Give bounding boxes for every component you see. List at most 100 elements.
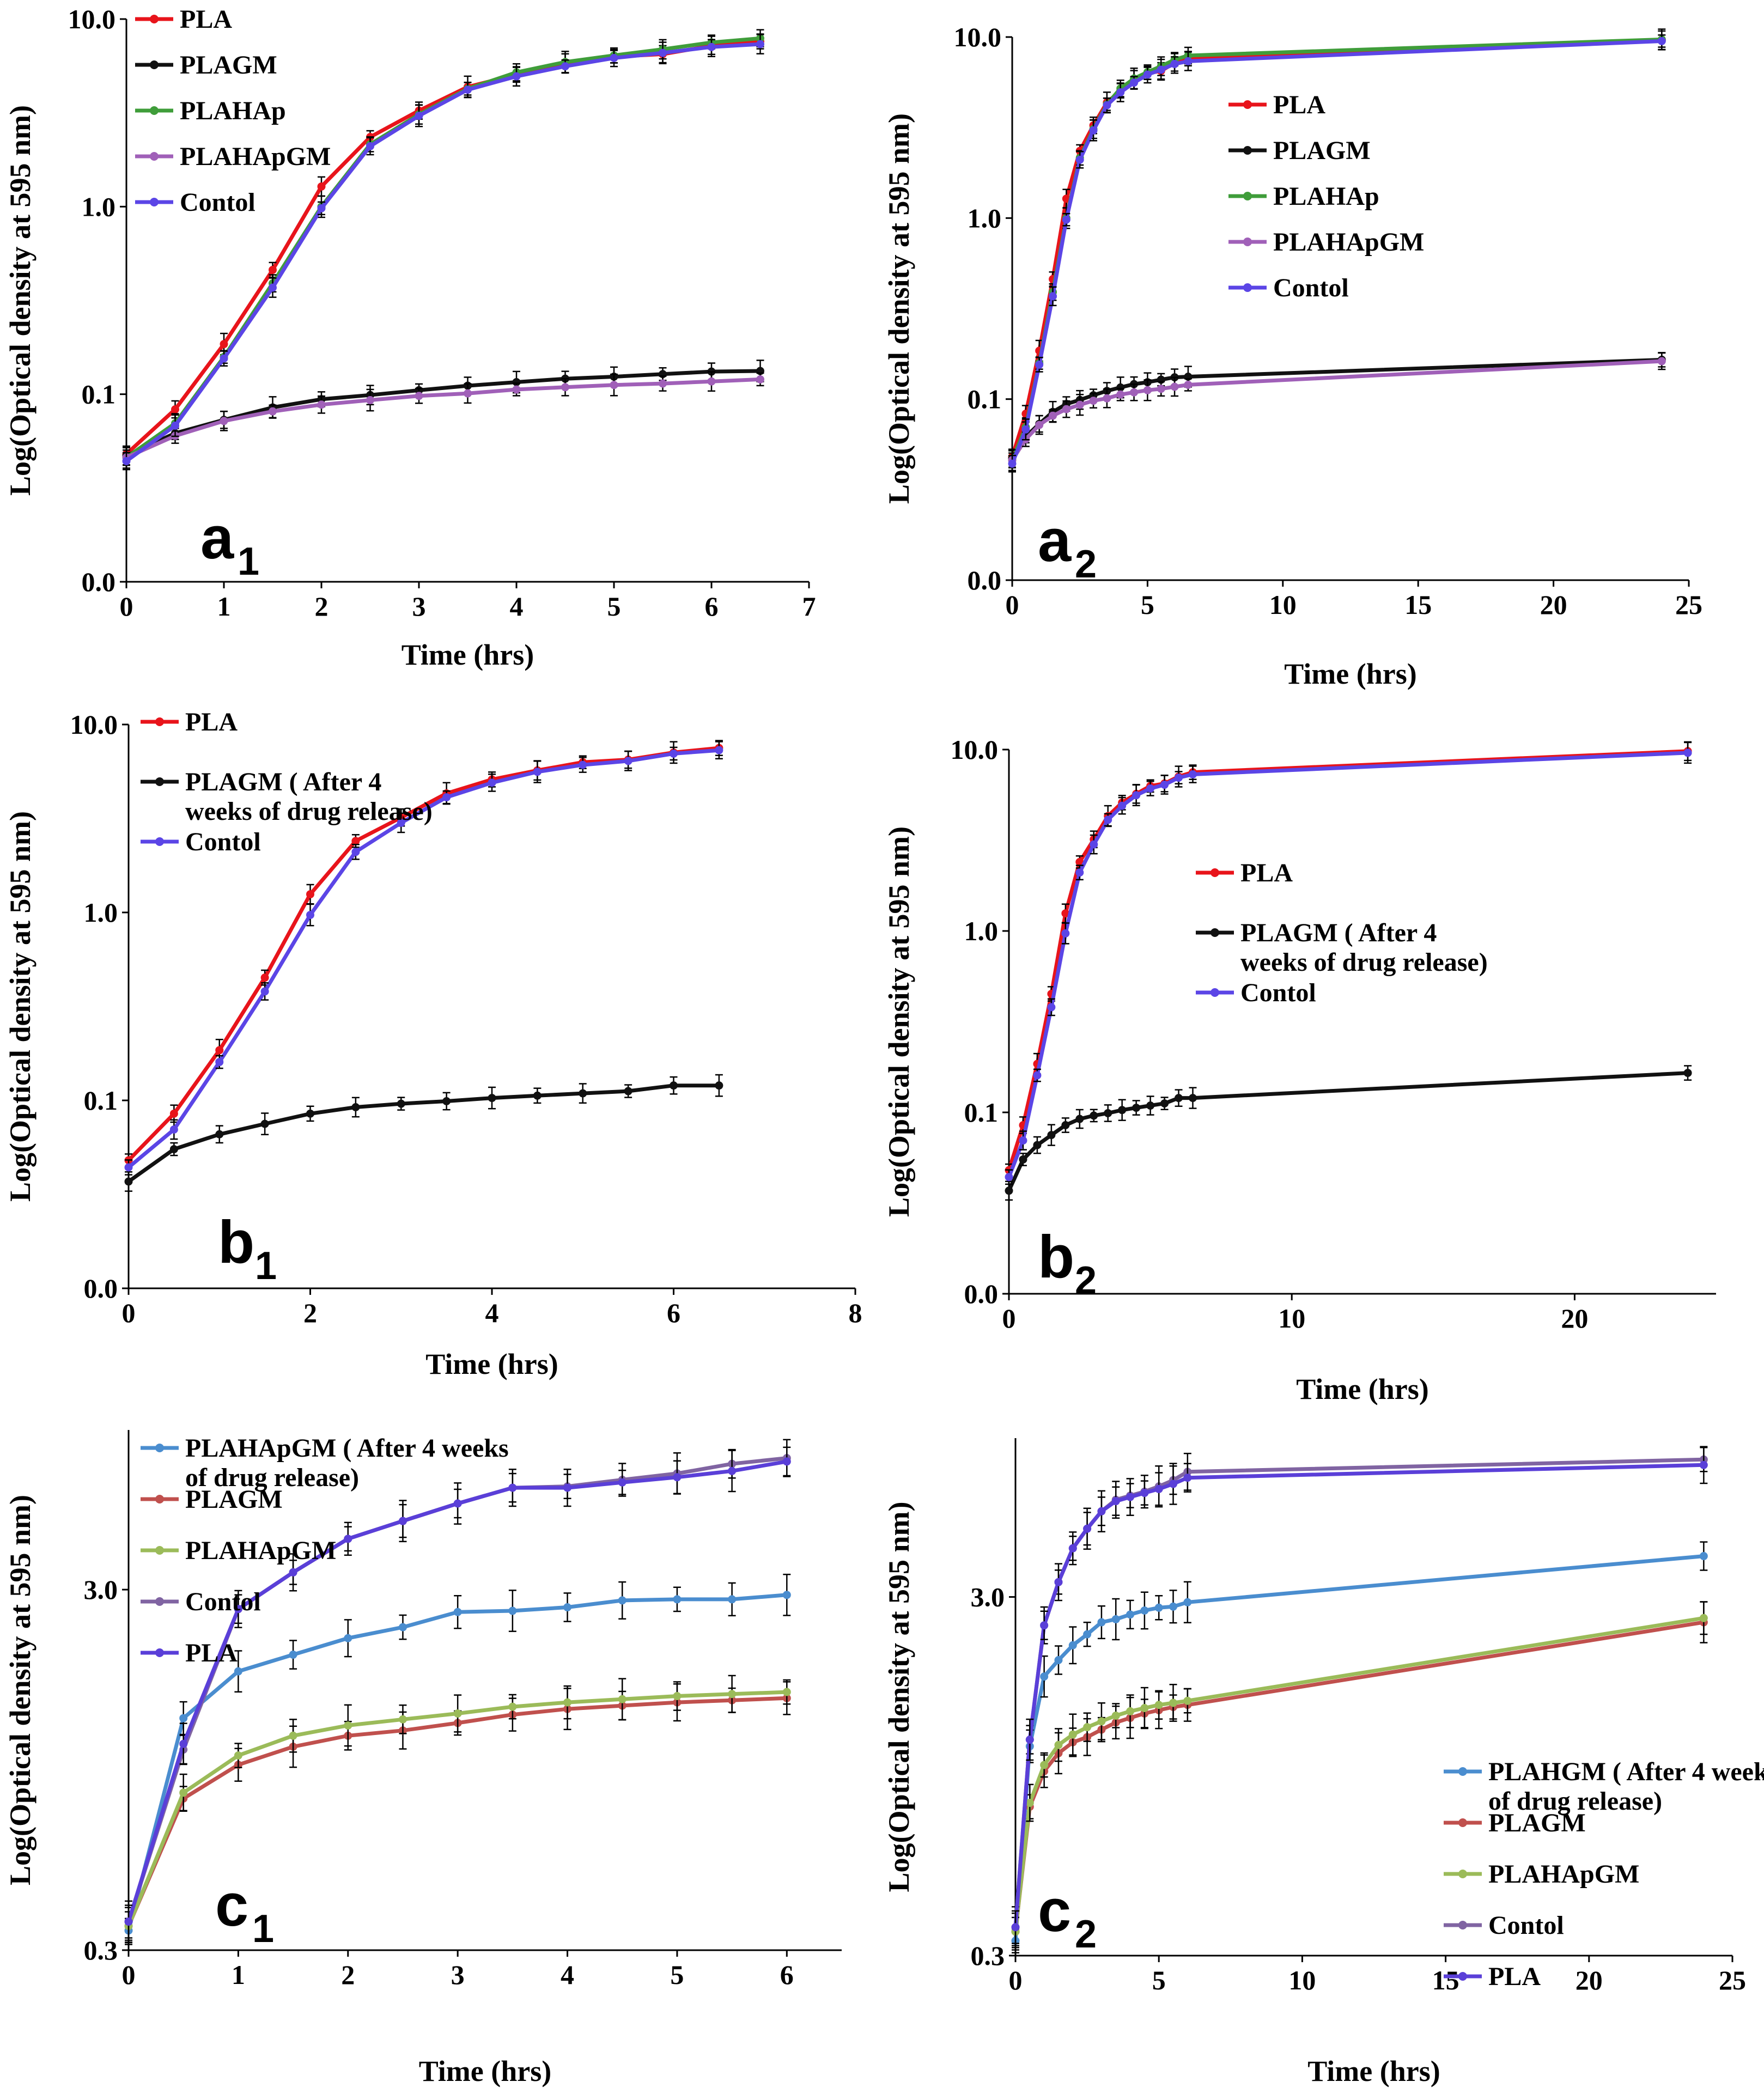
data-point [1083, 1524, 1092, 1533]
data-point [1068, 1641, 1077, 1649]
data-point [1157, 385, 1165, 393]
legend-marker [1458, 1921, 1467, 1929]
data-point [1132, 791, 1141, 800]
y-tick-label: 10.0 [951, 734, 999, 765]
data-point [366, 396, 374, 405]
y-tick-label: 0.0 [964, 1279, 999, 1309]
x-axis-title: Time (hrs) [419, 2055, 551, 2087]
data-point [670, 749, 678, 758]
x-axis-title: Time (hrs) [1284, 658, 1416, 690]
data-point [610, 53, 618, 62]
data-point [1175, 1094, 1183, 1103]
data-point [1657, 36, 1666, 45]
data-point [1049, 411, 1057, 420]
data-point [512, 72, 521, 81]
data-point [1103, 101, 1111, 109]
data-point [488, 1094, 496, 1103]
chart-c2: 0.3 3.0 0 5 10 15 20 25 Time (hrs) Log(Optical de… [883, 1438, 1764, 2087]
y-axis-title: Log(Optical density at 595 nm) [4, 105, 37, 496]
legend-label: PLA [1240, 859, 1293, 887]
data-point [508, 1606, 517, 1615]
x-tick-label: 6 [780, 1959, 794, 1990]
series-line [127, 1083, 719, 1183]
legend-label: Contol [1240, 978, 1316, 1007]
series-line [126, 1459, 787, 1922]
data-point [464, 86, 472, 94]
x-tick-label: 25 [1719, 1965, 1746, 1995]
data-point [1097, 1717, 1106, 1726]
y-tick-label: 0.3 [84, 1935, 118, 1965]
data-point [351, 837, 360, 845]
x-tick-label: 0 [122, 1298, 136, 1328]
data-point [1061, 929, 1070, 938]
data-point [234, 1751, 242, 1760]
legend-marker [155, 777, 164, 786]
legend-marker [1211, 928, 1219, 937]
data-point [1154, 1701, 1163, 1709]
data-point [344, 1634, 352, 1642]
data-point [442, 1097, 451, 1106]
legend-label: Contol [1488, 1911, 1564, 1940]
data-point [1040, 1621, 1049, 1630]
data-point [122, 456, 131, 465]
data-point [317, 204, 326, 212]
data-point [1188, 770, 1197, 779]
y-tick-label: 10.0 [954, 22, 1002, 52]
data-point [563, 1603, 572, 1612]
data-point [1118, 1106, 1127, 1115]
y-tick-label: 0.1 [968, 384, 1002, 415]
panel-label: c [215, 1872, 248, 1939]
panel-label-subscript: 1 [252, 1907, 274, 1951]
panel-label: b [218, 1209, 254, 1276]
data-point [1008, 459, 1017, 468]
data-point [1111, 1711, 1120, 1720]
data-point [1040, 1761, 1049, 1769]
data-point [260, 973, 269, 982]
data-point [579, 1089, 587, 1098]
data-point [512, 385, 521, 394]
data-point [1005, 1186, 1013, 1195]
data-point [179, 1714, 188, 1722]
data-point [1169, 1480, 1178, 1488]
legend-label: PLAGM [185, 1485, 283, 1514]
data-point [618, 1478, 626, 1487]
data-point [234, 1605, 242, 1614]
data-point [1019, 1136, 1027, 1145]
data-point [234, 1667, 242, 1676]
data-point [728, 1595, 737, 1604]
x-tick-label: 2 [303, 1298, 317, 1328]
data-point [1183, 1696, 1192, 1705]
data-point [1111, 1497, 1120, 1506]
series-line [1011, 359, 1662, 461]
data-point [728, 1466, 737, 1475]
data-point [561, 383, 569, 392]
data-point [533, 1091, 542, 1100]
x-tick-label: 5 [1152, 1965, 1166, 1995]
legend-marker [1243, 100, 1252, 109]
legend-label: PLAGM ( After 4 [1240, 918, 1437, 947]
y-axis-title: Log(Optical density at 595 nm) [4, 1495, 37, 1885]
data-point [1154, 1484, 1163, 1493]
data-point [1089, 126, 1098, 135]
data-point [169, 1109, 178, 1118]
x-tick-label: 20 [1576, 1965, 1603, 1995]
data-point [1146, 1101, 1155, 1110]
data-point [397, 1099, 405, 1108]
data-point [1033, 1071, 1042, 1080]
data-point [464, 389, 472, 398]
data-point [1062, 215, 1070, 224]
data-point [1103, 394, 1111, 403]
data-point [1075, 155, 1084, 164]
series-contol [124, 741, 723, 1176]
data-point [344, 1535, 352, 1543]
data-point [260, 987, 269, 996]
x-tick-label: 2 [341, 1959, 355, 1990]
series-line [125, 42, 761, 463]
legend-marker [1243, 283, 1252, 292]
data-point [1126, 1707, 1135, 1715]
data-point [563, 1698, 572, 1707]
legend-label: Contol [185, 827, 261, 856]
legend-label: PLA [185, 708, 238, 736]
data-point [624, 1087, 632, 1095]
